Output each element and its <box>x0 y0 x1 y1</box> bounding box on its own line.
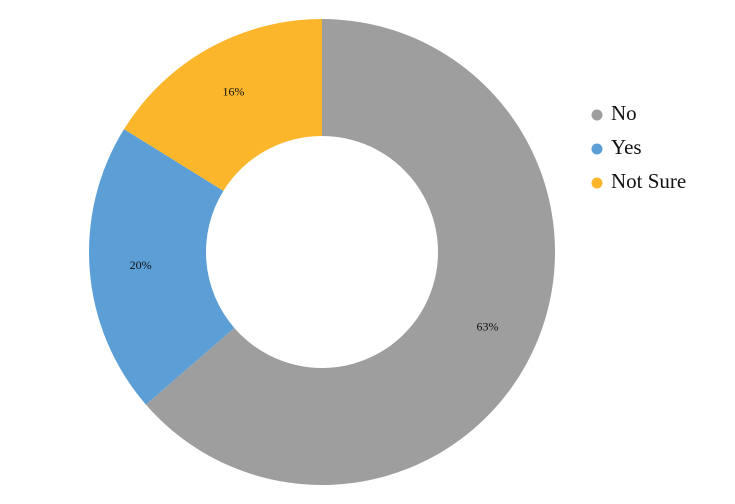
value-label: 16% <box>223 85 245 99</box>
legend-label: Yes <box>611 135 642 159</box>
legend-marker <box>591 177 603 189</box>
legend-marker <box>591 143 603 155</box>
donut-slice <box>124 19 322 191</box>
legend-label: Not Sure <box>611 169 686 193</box>
value-label: 63% <box>477 319 499 333</box>
legend-label: No <box>611 101 637 125</box>
value-label: 20% <box>130 258 152 272</box>
legend-marker <box>591 109 603 121</box>
donut-slice <box>145 19 556 485</box>
donut-slice <box>88 129 235 405</box>
